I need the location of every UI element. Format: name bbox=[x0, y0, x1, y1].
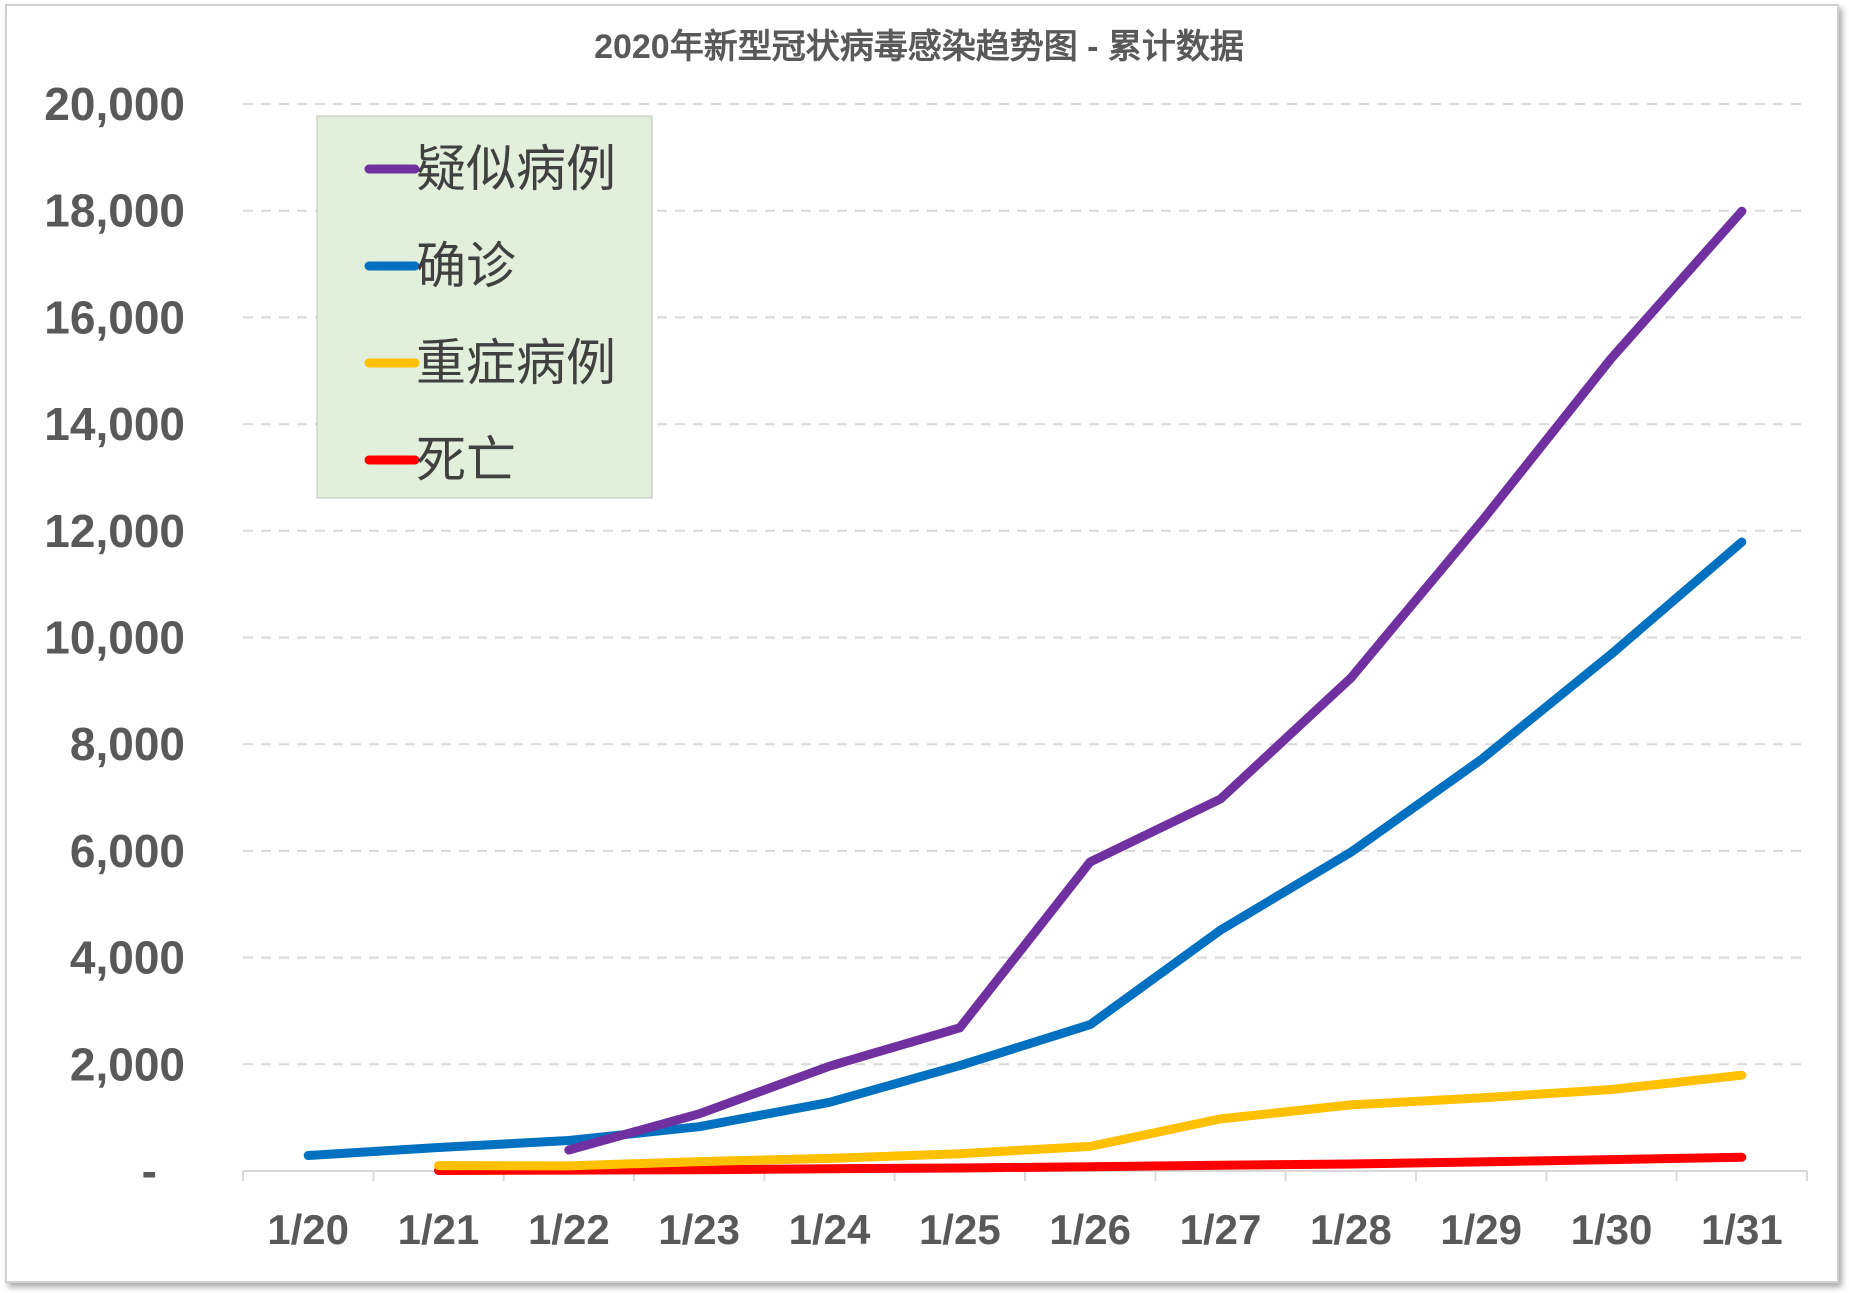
x-tick-label: 1/28 bbox=[1310, 1206, 1392, 1253]
y-tick-label: 18,000 bbox=[44, 185, 185, 237]
y-tick-label: 4,000 bbox=[70, 932, 185, 984]
y-tick-label: 6,000 bbox=[70, 825, 185, 877]
chart-title: 2020年新型冠状病毒感染趋势图 - 累计数据 bbox=[594, 28, 1244, 66]
y-axis-labels: - 2,000 4,000 6,000 8,000 10,000 12,000 14,000 1… bbox=[44, 78, 185, 1197]
legend-label: 确诊 bbox=[416, 237, 516, 295]
x-tick-label: 1/21 bbox=[398, 1206, 480, 1253]
x-tick-label: 1/20 bbox=[267, 1206, 349, 1253]
x-tick-label: 1/30 bbox=[1571, 1206, 1653, 1253]
legend-label: 疑似病例 bbox=[416, 140, 616, 198]
legend-label: 死亡 bbox=[416, 431, 516, 489]
y-tick-label: 20,000 bbox=[44, 78, 185, 130]
series-layer bbox=[303, 206, 1747, 1175]
x-tick-label: 1/23 bbox=[658, 1206, 740, 1253]
x-axis-labels: 1/20 1/21 1/22 1/23 1/24 1/25 1/26 1/27 1/28 1/29… bbox=[267, 1206, 1782, 1253]
x-tick-label: 1/26 bbox=[1049, 1206, 1131, 1253]
series-line-0 bbox=[564, 206, 1747, 1155]
series-line-1 bbox=[303, 537, 1747, 1160]
x-tick-label: 1/25 bbox=[919, 1206, 1001, 1253]
legend-label: 重症病例 bbox=[416, 334, 616, 392]
y-tick-label: 16,000 bbox=[44, 291, 185, 343]
x-tick-label: 1/22 bbox=[528, 1206, 610, 1253]
y-tick-label: 2,000 bbox=[70, 1038, 185, 1090]
series-line-2 bbox=[434, 1070, 1747, 1171]
x-tick-label: 1/24 bbox=[789, 1206, 871, 1253]
y-tick-label: - bbox=[142, 1145, 157, 1197]
chart-frame: 2020年新型冠状病毒感染趋势图 - 累计数据 - 2,000 4,000 6,000… bbox=[5, 4, 1839, 1283]
y-tick-label: 12,000 bbox=[44, 505, 185, 557]
legend-box bbox=[316, 115, 653, 499]
x-tick-label: 1/27 bbox=[1180, 1206, 1262, 1253]
y-tick-label: 10,000 bbox=[44, 612, 185, 664]
x-tick-label: 1/29 bbox=[1440, 1206, 1522, 1253]
y-tick-label: 14,000 bbox=[44, 398, 185, 450]
line-chart: 2020年新型冠状病毒感染趋势图 - 累计数据 - 2,000 4,000 6,000… bbox=[44, 28, 1808, 1253]
y-tick-label: 8,000 bbox=[70, 718, 185, 770]
x-tick-label: 1/31 bbox=[1701, 1206, 1783, 1253]
